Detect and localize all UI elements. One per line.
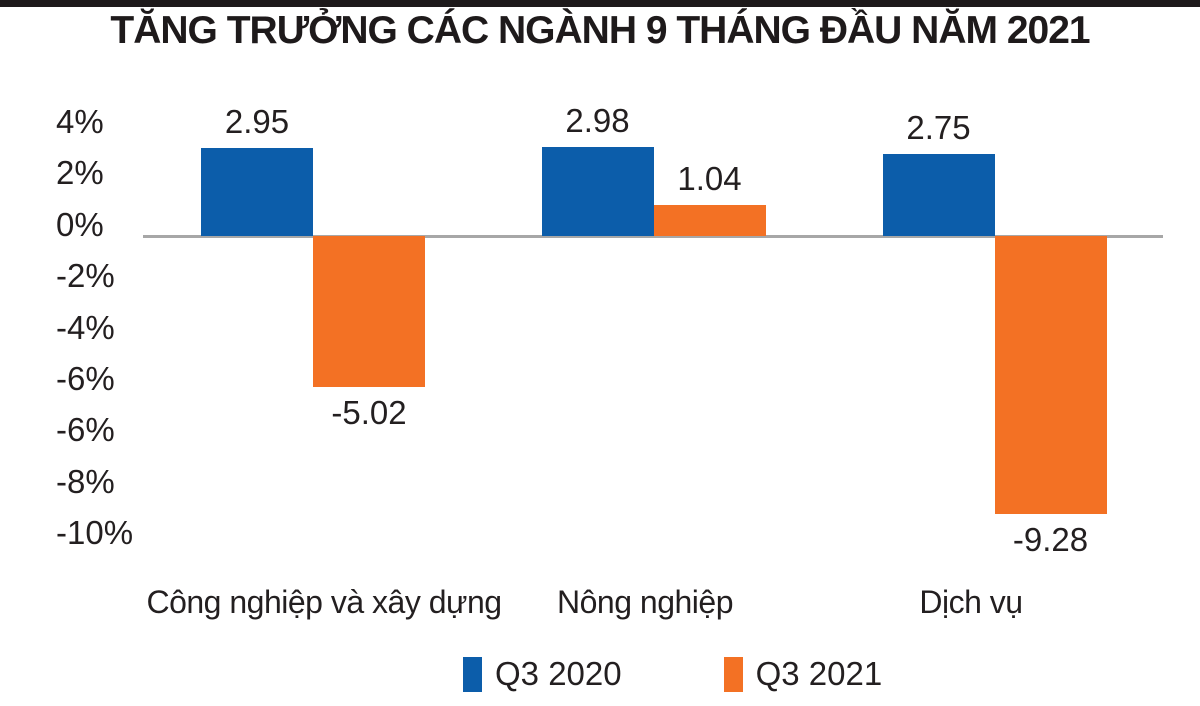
chart-legend: Q3 2020 Q3 2021 — [463, 654, 882, 694]
value-label-q3-2021-n-ng-nghi-p: 1.04 — [677, 159, 742, 197]
y-tick-label: 2% — [56, 154, 104, 192]
value-label-q3-2020-d-ch-v: 2.75 — [906, 108, 971, 146]
value-label-q3-2020-c-ng-nghi-p-v-x-y-d-ng: 2.95 — [224, 102, 290, 140]
legend-item-q3-2021: Q3 2021 — [723, 654, 883, 694]
top-border-bar — [0, 0, 1200, 7]
y-tick-label: 4% — [56, 103, 104, 140]
legend-swatch-q3-2020 — [463, 656, 482, 692]
y-tick-label: -4% — [56, 308, 115, 346]
value-label-q3-2021-c-ng-nghi-p-v-x-y-d-ng: -5.02 — [331, 393, 407, 431]
bar-q3-2021-d-ch-v — [994, 236, 1107, 515]
x-category-label-n-ng-nghi-p: Nông nghiệp — [557, 584, 733, 620]
y-tick-label: -6% — [56, 411, 115, 449]
bar-q3-2021-c-ng-nghi-p-v-x-y-d-ng — [313, 236, 425, 387]
y-tick-label: 0% — [56, 205, 104, 243]
value-label-q3-2021-d-ch-v: -9.28 — [1012, 521, 1089, 559]
x-category-label-d-ch-v: Dịch vụ — [919, 584, 1023, 620]
chart-title: TĂNG TRƯỞNG CÁC NGÀNH 9 THÁNG ĐẦU NĂM 20… — [110, 9, 1090, 52]
legend-item-q3-2020: Q3 2020 — [463, 654, 622, 694]
bar-q3-2021-n-ng-nghi-p — [653, 204, 766, 236]
y-tick-label: -8% — [56, 462, 115, 500]
bar-q3-2020-c-ng-nghi-p-v-x-y-d-ng — [201, 147, 313, 236]
bar-q3-2020-d-ch-v — [882, 153, 995, 236]
y-tick-label: -10% — [56, 514, 134, 552]
x-category-label-c-ng-nghi-p-v-x-y-d-ng: Công nghiệp và xây dựng — [146, 584, 502, 620]
legend-label-q3-2021: Q3 2021 — [755, 655, 883, 692]
x-axis-zero-line — [143, 235, 1163, 238]
value-label-q3-2020-n-ng-nghi-p: 2.98 — [565, 101, 630, 139]
legend-swatch-q3-2021 — [723, 656, 743, 692]
y-tick-label: -6% — [56, 360, 115, 397]
bar-q3-2020-n-ng-nghi-p — [541, 146, 654, 236]
y-tick-label: -2% — [56, 257, 115, 295]
legend-label-q3-2020: Q3 2020 — [495, 655, 622, 692]
